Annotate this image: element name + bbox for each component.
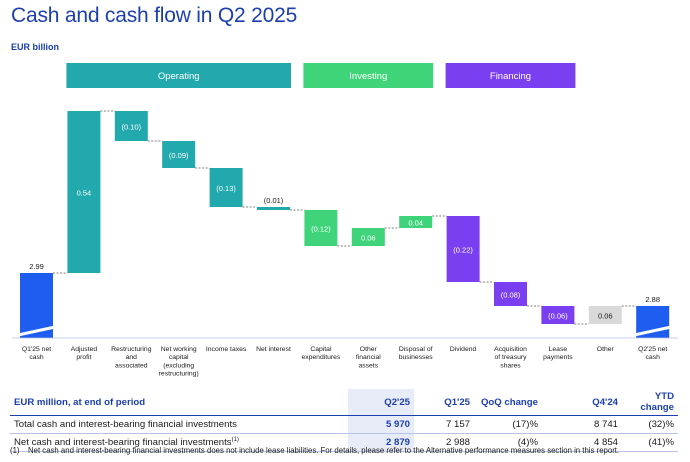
data-label: 2.88 (645, 295, 660, 304)
footnote-text: Net cash and interest-bearing financial … (28, 446, 620, 455)
footnote-marker: (1) (10, 446, 20, 455)
bar (209, 168, 243, 207)
bar (446, 216, 480, 282)
bar (541, 306, 575, 324)
footnote: (1) Net cash and interest-bearing financi… (10, 446, 619, 455)
table-cell: (41)% (622, 433, 678, 452)
data-label: 0.06 (598, 312, 613, 321)
category-label: Capital expenditures (301, 346, 341, 361)
category-label: Net interest (256, 346, 291, 353)
bar (588, 306, 622, 324)
data-label: (0.10) (122, 123, 142, 132)
category-label: Q1'25 net cash (22, 346, 51, 361)
group-label: Operating (158, 71, 200, 82)
table-cell: 7 157 (414, 415, 474, 434)
category-label: Adjusted profit (71, 346, 98, 361)
group-band-investing (303, 63, 434, 88)
row-label-text: Net cash and interest-bearing financial … (14, 437, 232, 449)
category-label: Restructuring and associated (111, 346, 152, 369)
axis-break-mark (633, 325, 672, 337)
data-label: (0.13) (216, 184, 236, 193)
row-label-text: Total cash and interest-bearing financia… (14, 419, 237, 430)
group-label: Investing (349, 71, 387, 82)
table-row: Total cash and interest-bearing financia… (10, 415, 678, 434)
table-header-row: EUR million, at end of period Q2'25 Q1'2… (10, 389, 678, 416)
table-cell: (32)% (622, 415, 678, 434)
bar (399, 216, 433, 228)
bar (304, 210, 338, 246)
bar (162, 141, 196, 168)
row-label: Total cash and interest-bearing financia… (10, 415, 348, 434)
page-title: Cash and cash flow in Q2 2025 (11, 4, 298, 27)
column-header: Q4'24 (542, 389, 622, 416)
data-label: (0.06) (548, 312, 568, 321)
table-cell: 2 879 (348, 433, 414, 452)
bar (257, 207, 290, 210)
group-label: Financing (490, 71, 531, 82)
unit-label: EUR billion (11, 42, 59, 52)
table-cell: 8 741 (542, 415, 622, 434)
data-label: 0.54 (77, 189, 92, 198)
data-label: (0.12) (311, 225, 331, 234)
category-label: Other (597, 346, 615, 353)
data-label: (0.08) (501, 291, 521, 300)
category-label: Q2'25 net cash (638, 346, 667, 361)
bar (351, 228, 385, 246)
data-label: (0.01) (264, 196, 284, 205)
bar (67, 111, 101, 273)
category-label: Dividend (450, 346, 477, 353)
data-label: (0.09) (169, 151, 189, 160)
category-label: Other financial assets (356, 346, 381, 369)
table-cell: (4)% (474, 433, 542, 452)
table-cell: 2 988 (414, 433, 474, 452)
table-cell: (17)% (474, 415, 542, 434)
table-cell: 4 854 (542, 433, 622, 452)
table-cell: 5 970 (348, 415, 414, 434)
waterfall-chart: Operating Investing Financing 2.99 Q1'25 net… (12, 63, 678, 378)
data-label: 0.04 (408, 219, 423, 228)
category-label: Disposal of businesses (399, 346, 434, 361)
category-label: Net working capital (excluding restructurin… (159, 346, 199, 378)
footnote-ref: (1) (231, 436, 239, 443)
group-band-financing (445, 63, 576, 88)
bar (494, 282, 527, 306)
column-header: QoQ change (474, 389, 542, 416)
data-label: 0.06 (361, 234, 376, 243)
category-label: Income taxes (206, 346, 247, 353)
bar (114, 111, 148, 141)
data-label: 2.99 (29, 262, 44, 271)
row-label: Net cash and interest-bearing financial … (10, 433, 348, 452)
column-header: Q2'25 (348, 389, 414, 416)
column-header: EUR million, at end of period (10, 389, 348, 416)
column-header: Q1'25 (414, 389, 474, 416)
group-band-operating (66, 63, 292, 88)
column-header: YTD change (622, 389, 678, 416)
cash-table: EUR million, at end of period Q2'25 Q1'2… (10, 389, 678, 452)
data-label: (0.22) (453, 246, 473, 255)
category-label: Acquisition of treasury shares (494, 346, 527, 369)
category-label: Lease payments (543, 346, 573, 361)
table-row: Net cash and interest-bearing financial … (10, 433, 678, 452)
axis-break-mark (17, 325, 56, 337)
